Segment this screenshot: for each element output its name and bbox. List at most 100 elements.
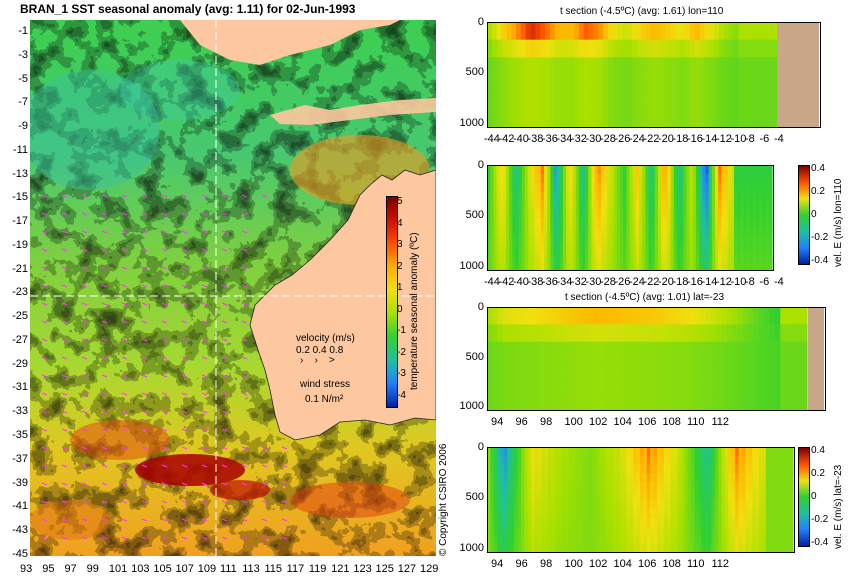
heatmap-cell xyxy=(585,235,589,246)
heatmap-cell xyxy=(627,66,633,76)
heatmap-cell xyxy=(738,508,743,519)
heatmap-cell xyxy=(521,464,525,475)
heatmap-cell xyxy=(708,491,712,501)
heatmap-cell xyxy=(524,473,529,483)
heatmap-cell xyxy=(667,500,672,510)
wind-vector xyxy=(141,320,148,324)
heatmap-cell xyxy=(704,39,710,50)
heatmap-cell xyxy=(550,244,555,254)
heatmap-cell xyxy=(759,218,764,228)
heatmap-cell xyxy=(704,500,709,510)
heatmap-cell xyxy=(732,385,739,395)
heatmap-cell xyxy=(578,48,585,58)
heatmap-cell xyxy=(665,119,672,128)
heatmap-cell xyxy=(768,165,773,175)
heatmap-cell xyxy=(636,92,643,103)
heatmap-cell xyxy=(740,218,745,228)
heatmap-cell xyxy=(779,535,784,545)
wind-vector xyxy=(181,230,188,234)
heatmap-cell xyxy=(711,526,716,536)
wind-vector xyxy=(161,374,168,378)
heatmap-cell xyxy=(639,262,643,271)
heatmap-cell xyxy=(631,385,637,395)
heatmap-cell xyxy=(493,508,498,519)
heatmap-cell xyxy=(583,333,589,343)
heatmap-cell xyxy=(651,173,656,184)
heatmap-cell xyxy=(609,455,614,466)
heatmap-cell xyxy=(769,482,774,492)
heatmap-cell xyxy=(491,110,498,120)
heatmap-cell xyxy=(601,253,605,263)
heatmap-cell xyxy=(524,315,531,325)
heatmap-cell xyxy=(623,226,627,237)
heatmap-cell xyxy=(521,262,526,271)
heatmap-cell xyxy=(519,324,525,334)
heatmap-cell xyxy=(640,491,644,501)
heatmap-cell xyxy=(699,235,703,246)
heatmap-cell xyxy=(689,385,696,395)
wind-vector xyxy=(141,374,148,378)
heatmap-cell xyxy=(764,350,771,360)
heatmap-cell xyxy=(535,402,541,411)
heatmap-cell xyxy=(728,544,733,553)
heatmap-cell xyxy=(680,218,684,228)
heatmap-cell xyxy=(508,376,515,386)
heatmap-cell xyxy=(765,182,770,193)
map-lon-tick: 117 xyxy=(286,563,305,575)
heatmap-cell xyxy=(743,22,749,32)
heatmap-cell xyxy=(492,350,499,360)
heatmap-cell xyxy=(721,517,726,528)
heatmap-cell xyxy=(665,110,672,120)
heatmap-cell xyxy=(753,350,760,360)
heatmap-cell xyxy=(603,30,609,41)
heatmap-cell xyxy=(601,235,605,246)
heatmap-cell xyxy=(625,376,632,386)
heatmap-cell xyxy=(610,182,615,193)
heatmap-cell xyxy=(748,101,754,111)
heatmap-cell xyxy=(547,253,551,263)
heatmap-cell xyxy=(531,182,536,193)
wind-vector xyxy=(261,500,268,504)
heatmap-cell xyxy=(620,182,624,193)
heatmap-cell xyxy=(697,473,702,483)
heatmap-cell xyxy=(755,473,760,483)
heatmap-cell xyxy=(705,253,710,263)
heatmap-cell xyxy=(696,191,700,201)
heatmap-cell xyxy=(705,235,710,246)
heatmap-cell xyxy=(716,307,723,317)
heatmap-cell xyxy=(510,535,515,545)
heatmap-cell xyxy=(753,191,757,201)
heatmap-cell xyxy=(615,315,621,325)
heatmap-cell xyxy=(661,244,665,254)
heatmap-cell xyxy=(549,39,556,50)
heatmap-cell xyxy=(673,244,678,254)
heatmap-cell xyxy=(762,92,768,103)
heatmap-cell xyxy=(646,83,652,94)
heatmap-cell xyxy=(663,367,669,377)
heatmap-cell xyxy=(743,165,748,175)
heatmap-cell xyxy=(636,359,643,369)
heatmap-cell xyxy=(607,119,614,128)
heatmap-cell xyxy=(643,535,648,545)
heatmap-cell xyxy=(697,491,702,501)
heatmap-cell xyxy=(589,482,593,492)
heatmap-cell xyxy=(721,508,726,519)
heatmap-cell xyxy=(776,491,780,501)
heatmap-cell xyxy=(545,48,551,58)
heatmap-cell xyxy=(493,544,498,553)
heatmap-cell xyxy=(544,235,548,246)
heatmap-cell xyxy=(651,191,656,201)
heatmap-cell xyxy=(544,165,548,175)
heatmap-cell xyxy=(525,218,529,228)
heatmap-cell xyxy=(670,92,677,103)
heatmap-cell xyxy=(585,473,590,483)
heatmap-cell xyxy=(647,315,653,325)
wind-vector xyxy=(101,194,108,198)
heatmap-cell xyxy=(674,447,678,457)
heatmap-cell xyxy=(524,385,531,395)
heatmap-cell xyxy=(701,544,706,553)
heatmap-cell xyxy=(556,165,561,175)
heatmap-cell xyxy=(789,491,794,501)
heatmap-cell xyxy=(574,83,580,94)
heatmap-cell xyxy=(582,482,587,492)
